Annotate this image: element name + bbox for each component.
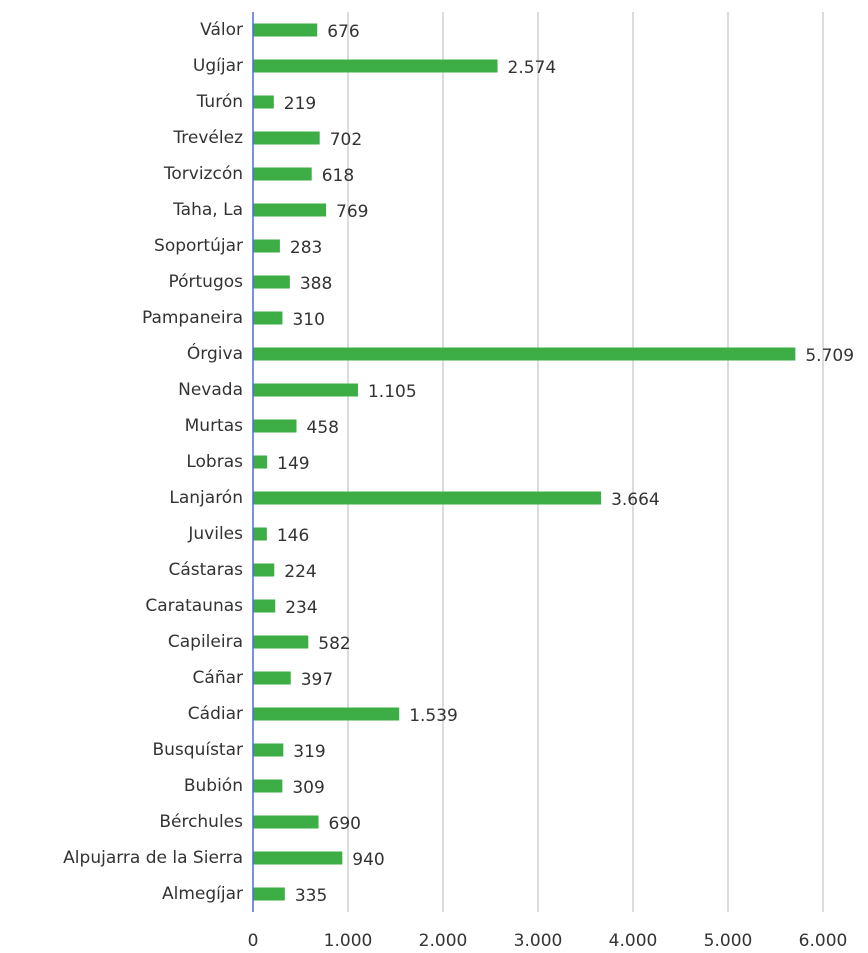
value-label: 3.664: [611, 490, 660, 510]
bar: [253, 851, 343, 865]
bar: [253, 887, 285, 901]
y-tick-label: Taha, La: [172, 200, 243, 220]
y-tick-label: Busquístar: [152, 740, 243, 760]
value-label: 146: [277, 526, 309, 546]
x-tick-label: 1.000: [324, 931, 373, 951]
bar: [253, 563, 275, 577]
bar: [253, 167, 312, 181]
bar: [253, 635, 309, 649]
y-tick-label: Bérchules: [159, 812, 243, 832]
value-label: 309: [292, 778, 324, 798]
bar: [253, 707, 400, 721]
value-label: 388: [300, 274, 332, 294]
bar: [253, 239, 280, 253]
y-tick-label: Lanjarón: [169, 488, 243, 508]
y-tick-label: Soportújar: [154, 236, 243, 256]
bar: [253, 815, 319, 829]
x-tick-label: 5.000: [704, 931, 753, 951]
value-label: 149: [277, 454, 309, 474]
y-tick-label: Órgiva: [187, 342, 243, 364]
y-tick-label: Ugíjar: [193, 56, 243, 76]
y-tick-label: Torvizcón: [163, 164, 243, 184]
value-label: 397: [301, 670, 333, 690]
y-tick-label: Lobras: [186, 452, 243, 472]
bar: [253, 311, 283, 325]
bar: [253, 419, 297, 433]
x-tick-label: 2.000: [419, 931, 468, 951]
bar: [253, 455, 268, 469]
bar: [253, 23, 318, 37]
value-label: 582: [318, 634, 350, 654]
y-tick-label: Válor: [200, 20, 243, 40]
bar: [253, 347, 796, 361]
y-tick-label: Bubión: [184, 776, 243, 796]
x-tick-label: 0: [248, 931, 259, 951]
value-label: 690: [329, 814, 361, 834]
value-label: 335: [295, 886, 327, 906]
bar: [253, 491, 602, 505]
value-label: 310: [292, 310, 324, 330]
y-tick-label: Capileira: [168, 632, 243, 652]
bar: [253, 383, 358, 397]
bar: [253, 131, 320, 145]
bar: [253, 743, 284, 757]
bar: [253, 275, 290, 289]
y-tick-label: Turón: [196, 92, 243, 112]
y-tick-label: Cástaras: [169, 560, 244, 580]
bar: [253, 599, 276, 613]
y-tick-label: Juviles: [187, 524, 243, 544]
value-label: 458: [307, 418, 339, 438]
value-label: 5.709: [805, 346, 854, 366]
bar: [253, 527, 267, 541]
y-tick-label: Almegíjar: [162, 884, 243, 904]
value-label: 2.574: [508, 58, 557, 78]
x-tick-label: 6.000: [799, 931, 848, 951]
bar: [253, 671, 291, 685]
y-tick-label: Cádiar: [188, 704, 243, 724]
bar: [253, 95, 274, 109]
value-label: 319: [293, 742, 325, 762]
value-label: 676: [327, 22, 359, 42]
bar: [253, 59, 498, 73]
value-label: 219: [284, 94, 316, 114]
value-label: 1.539: [409, 706, 458, 726]
value-label: 769: [336, 202, 368, 222]
value-label: 234: [285, 598, 317, 618]
value-label: 224: [284, 562, 316, 582]
bar: [253, 203, 327, 217]
y-tick-label: Trevélez: [172, 128, 243, 148]
value-label: 618: [322, 166, 354, 186]
value-label: 702: [330, 130, 362, 150]
x-tick-label: 3.000: [514, 931, 563, 951]
value-label: 283: [290, 238, 322, 258]
y-tick-label: Pórtugos: [168, 272, 243, 292]
value-label: 940: [352, 850, 384, 870]
x-tick-label: 4.000: [609, 931, 658, 951]
y-tick-label: Pampaneira: [142, 308, 243, 328]
y-tick-label: Cáñar: [193, 668, 243, 688]
y-tick-label: Nevada: [178, 380, 243, 400]
bar: [253, 779, 283, 793]
y-tick-label: Murtas: [185, 416, 244, 436]
value-label: 1.105: [368, 382, 417, 402]
y-tick-label: Alpujarra de la Sierra: [63, 848, 243, 868]
y-tick-label: Carataunas: [145, 596, 243, 616]
